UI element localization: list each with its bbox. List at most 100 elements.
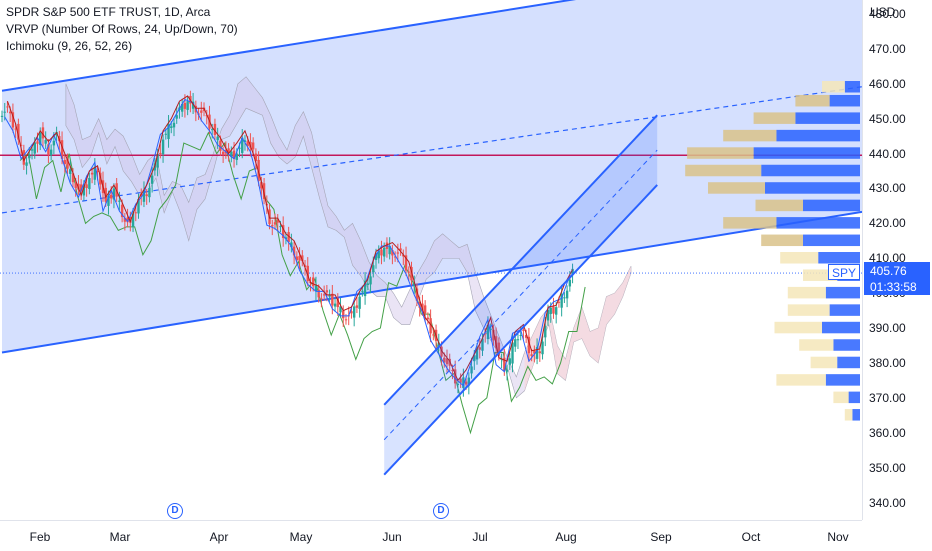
candle-body — [290, 242, 293, 248]
candle-body — [200, 110, 203, 113]
ichimoku-tenkan — [4, 98, 571, 387]
candle-body — [161, 139, 165, 155]
candle-body — [445, 358, 449, 365]
volume-profile-down-bar — [780, 252, 819, 264]
candle-body — [451, 369, 454, 371]
candle-body — [383, 247, 386, 257]
candle-body — [145, 194, 148, 197]
candle-body — [552, 306, 555, 314]
candle-body — [514, 339, 517, 347]
candle-body — [96, 171, 99, 173]
time-tick-label: Nov — [827, 530, 849, 544]
candle-body — [467, 377, 471, 386]
candle-body — [571, 268, 574, 275]
time-axis[interactable] — [0, 520, 862, 551]
candle-body — [505, 369, 509, 372]
currency-label[interactable]: USD — [870, 5, 896, 19]
volume-profile-down-bar — [685, 164, 762, 177]
price-chart[interactable] — [0, 0, 862, 520]
candle-body — [492, 329, 495, 341]
candle-body — [251, 142, 255, 150]
candle-body — [66, 158, 69, 169]
price-axis[interactable]: 480.00 470.00 460.00 450.00 440.00 430.00 420.… — [862, 0, 932, 520]
legend-ichimoku[interactable]: Ichimoku (9, 26, 52, 26) — [6, 39, 133, 53]
candle-body — [388, 245, 391, 255]
volume-profile-down-bar — [723, 129, 777, 142]
volume-profile-up-bar — [761, 164, 860, 177]
candle-body — [563, 297, 566, 299]
candle-body — [475, 348, 479, 360]
candle-body — [88, 177, 91, 190]
volume-profile-up-bar — [825, 374, 860, 386]
candle-body — [522, 329, 525, 331]
volume-profile-down-bar — [810, 356, 838, 369]
candle-body — [339, 306, 342, 313]
candle-body — [279, 226, 282, 228]
time-tick-label: Jul — [472, 530, 488, 544]
candle-body — [380, 249, 383, 256]
candle-body — [159, 152, 162, 154]
candle-body — [227, 148, 230, 153]
legend-symbol[interactable]: SPDR S&P 500 ETF TRUST, 1D, Arca — [6, 5, 211, 19]
candle-body — [79, 184, 83, 192]
candle-body — [331, 293, 334, 306]
dividend-badge[interactable]: D — [433, 503, 449, 519]
candle-body — [273, 222, 277, 225]
candle-body — [429, 318, 432, 334]
candle-body — [22, 150, 26, 165]
candle-body — [544, 325, 547, 338]
candle-body — [3, 111, 6, 113]
volume-profile-down-bar — [708, 182, 765, 194]
volume-profile-up-bar — [844, 80, 860, 93]
candle-body — [355, 305, 359, 308]
candle-body — [85, 184, 88, 188]
candle-body — [554, 307, 558, 315]
candle-body — [170, 126, 173, 128]
candle-body — [82, 185, 86, 196]
candle-body — [60, 140, 64, 159]
volume-profile-up-bar — [837, 356, 860, 369]
candle-body — [565, 290, 569, 299]
candle-body — [39, 132, 42, 145]
wedge-channel-fill — [2, 0, 862, 353]
symbol-tag: SPY — [828, 264, 860, 280]
candle-body — [432, 334, 435, 336]
candle-body — [374, 254, 378, 260]
volume-profile-up-bar — [803, 199, 860, 212]
candle-body — [440, 346, 443, 357]
candle-body — [295, 256, 299, 261]
price-tick-label: 430.00 — [869, 181, 906, 196]
candle-body — [134, 212, 137, 214]
volume-profile-down-bar — [755, 199, 803, 212]
price-tick-label: 340.00 — [869, 495, 906, 510]
candle-body — [402, 254, 405, 257]
price-tick-label: 350.00 — [869, 460, 906, 475]
volume-profile-up-bar — [753, 147, 860, 159]
candle-body — [74, 183, 77, 188]
candle-body — [344, 319, 348, 321]
candle-body — [93, 166, 97, 180]
candle-body — [352, 306, 356, 318]
candle-body — [372, 265, 375, 273]
time-tick-label: Oct — [741, 530, 761, 544]
dividend-badge[interactable]: D — [167, 503, 183, 519]
candle-body — [211, 129, 214, 131]
candle-body — [235, 153, 238, 160]
price-tick-label: 420.00 — [869, 216, 906, 231]
candle-body — [350, 311, 353, 314]
price-tick-label: 370.00 — [869, 390, 906, 405]
volume-profile-down-bar — [687, 147, 754, 159]
volume-profile-up-bar — [848, 391, 860, 404]
volume-profile-up-bar — [829, 94, 860, 107]
candle-body — [410, 266, 413, 281]
candle-body — [366, 283, 370, 286]
candle-body — [473, 355, 476, 362]
candle-body — [156, 154, 159, 168]
candle-body — [443, 357, 446, 363]
candle-body — [484, 333, 487, 335]
candle-body — [238, 147, 241, 149]
candle-body — [535, 347, 539, 359]
volume-profile-up-bar — [833, 339, 860, 351]
legend-vrvp[interactable]: VRVP (Number Of Rows, 24, Up/Down, 70) — [6, 22, 238, 36]
